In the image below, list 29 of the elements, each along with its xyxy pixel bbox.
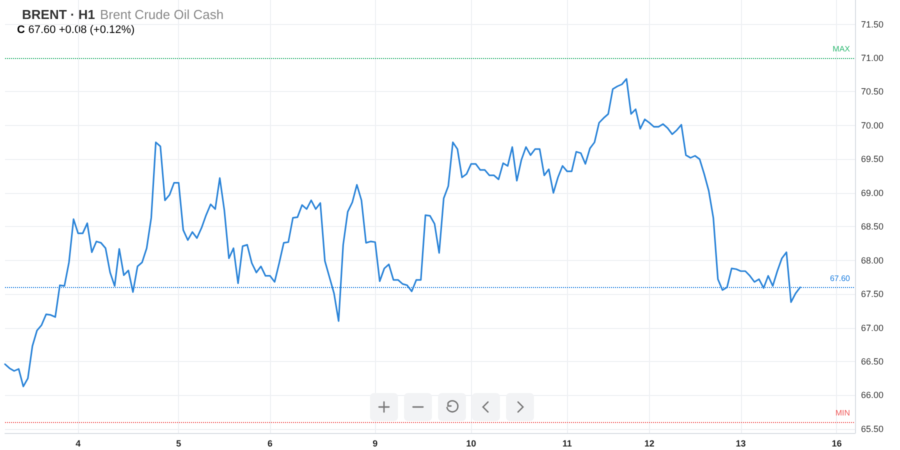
x-tick-label: 10 [466, 438, 476, 448]
y-tick-label: 71.00 [861, 53, 884, 64]
y-tick-label: 67.00 [861, 322, 884, 333]
y-tick-label: 65.50 [861, 424, 884, 434]
x-tick-label: 6 [268, 438, 273, 448]
y-tick-label: 68.50 [861, 222, 884, 232]
x-tick-label: 16 [832, 438, 842, 448]
y-tick-label: 68.00 [861, 255, 884, 266]
y-tick-label: 66.50 [861, 356, 884, 367]
y-tick-label: 67.50 [861, 289, 884, 300]
text: Brent Crude Oil Cash [100, 7, 224, 22]
ref-line-label: MAX [832, 44, 851, 54]
y-tick-label: 70.50 [861, 86, 884, 97]
ref-line-label: 67.60 [830, 274, 851, 283]
y-tick-label: 66.00 [861, 390, 884, 400]
x-tick-label: 5 [176, 438, 182, 448]
y-tick-label: 70.00 [861, 120, 884, 130]
y-tick-label: 69.50 [861, 154, 884, 164]
x-tick-label: 12 [644, 438, 654, 448]
text: BRENT · H1 [22, 7, 95, 22]
ref-line-label: MIN [835, 408, 850, 418]
x-tick-label: 13 [736, 438, 746, 448]
y-tick-label: 69.00 [861, 188, 884, 198]
x-tick-label: 4 [76, 438, 81, 448]
y-tick-label: 71.50 [861, 19, 884, 30]
x-tick-label: 9 [372, 438, 378, 448]
annotation: C 67.60 +0.08 (+0.12%) [17, 24, 135, 36]
line-series [4, 78, 801, 388]
x-tick-label: 11 [562, 438, 572, 448]
